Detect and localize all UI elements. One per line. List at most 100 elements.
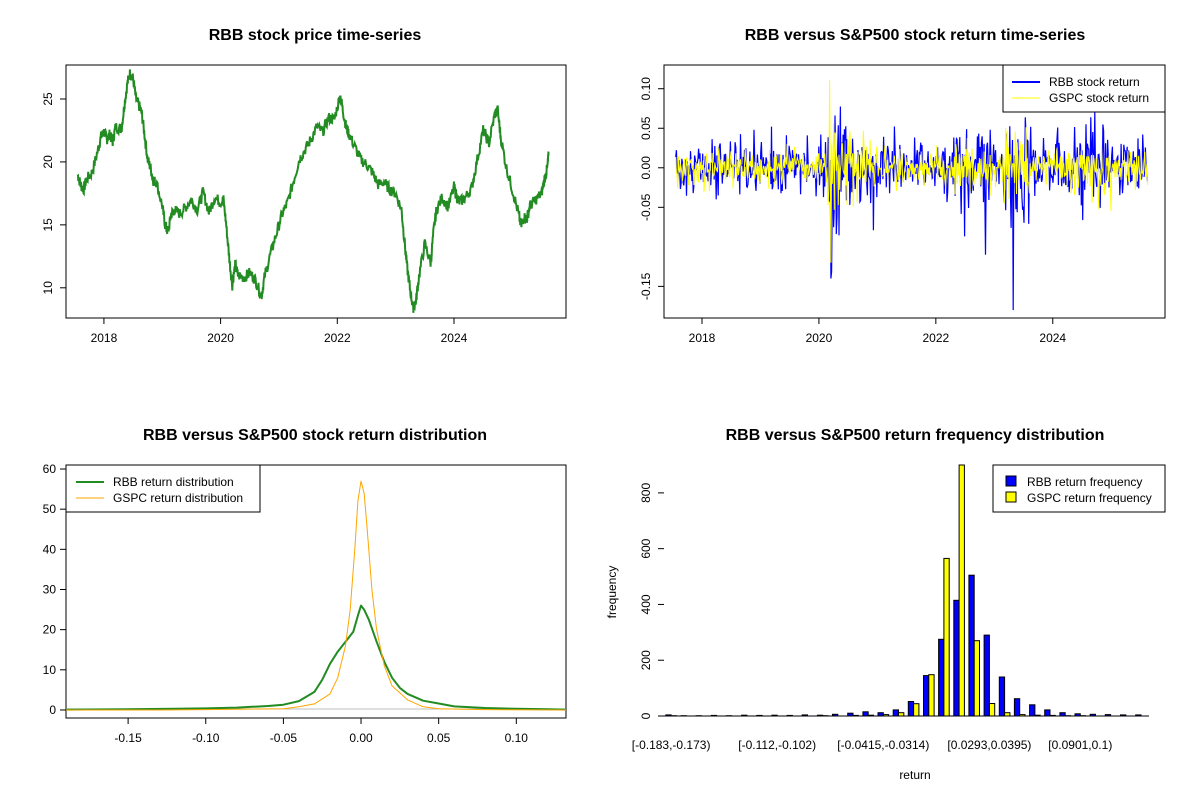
rbb-frequency-bar: [756, 714, 763, 717]
return-histogram-panel: RBB versus S&P500 return frequency distr…: [605, 427, 1166, 782]
gspc-frequency-bar: [1004, 712, 1011, 717]
rbb-frequency-bar: [862, 711, 869, 717]
rbb-frequency-bar: [907, 701, 915, 717]
y-tick-label: 800: [639, 483, 653, 503]
gspc-frequency-bar: [973, 640, 981, 717]
density-chart-title: RBB versus S&P500 stock return distribut…: [143, 427, 487, 444]
price-chart-title: RBB stock price time-series: [209, 27, 422, 44]
x-tick-label: 2024: [1039, 331, 1066, 345]
rbb-frequency-bar: [1135, 714, 1142, 717]
density-legend-box: [65, 464, 261, 513]
return-density-panel: RBB versus S&P500 stock return distribut…: [43, 427, 567, 745]
rbb-price-line: [77, 69, 550, 313]
gspc-frequency-bar: [928, 674, 935, 717]
x-bin-label: [-0.112,-0.102): [738, 738, 816, 752]
y-tick-label: 20: [43, 623, 57, 637]
return-ts-x-axis: 2018 2020 2022 2024: [689, 318, 1066, 345]
y-tick-label: 0: [639, 712, 653, 719]
price-y-axis: 10 15 20 25: [41, 92, 66, 294]
gspc-frequency-bar: [913, 703, 920, 717]
return-ts-chart-title: RBB versus S&P500 stock return time-seri…: [745, 27, 1086, 44]
return-ts-legend-box: [1002, 64, 1166, 113]
rbb-frequency-bar: [983, 634, 990, 717]
gspc-frequency-bar: [943, 557, 950, 717]
price-line-group: [77, 69, 550, 313]
x-tick-label: 2022: [922, 331, 949, 345]
y-tick-label: 30: [43, 582, 57, 596]
x-tick-label: -0.05: [270, 731, 298, 745]
rbb-frequency-bar: [953, 599, 960, 717]
y-tick-label: 200: [639, 650, 653, 670]
rbb-frequency-bar: [665, 714, 672, 717]
legend-rbb-freq-swatch: [1005, 475, 1017, 487]
legend-gspc-freq-swatch: [1005, 491, 1017, 503]
y-tick-label: 40: [43, 542, 57, 556]
gspc-frequency-bar: [882, 714, 890, 717]
rbb-return-line: [675, 106, 1149, 311]
rbb-frequency-bar: [832, 713, 839, 717]
histogram-y-axis: 0 200 400 600 800: [639, 483, 664, 719]
y-tick-label: 0.00: [639, 156, 653, 180]
histogram-legend: RBB return frequency GSPC return frequen…: [992, 464, 1166, 513]
gspc-density-line: [66, 480, 567, 711]
x-bin-label: [0.0293,0.0395): [947, 738, 1031, 752]
y-tick-label: 0.05: [639, 116, 653, 140]
rbb-frequency-bar: [786, 714, 793, 717]
x-tick-label: 2018: [689, 331, 716, 345]
x-tick-label: -0.10: [192, 731, 220, 745]
y-tick-label: 20: [41, 155, 55, 169]
y-tick-label: 0.10: [639, 77, 653, 101]
y-tick-label: 10: [41, 281, 55, 295]
legend-rbb-return-label: RBB stock return: [1049, 75, 1140, 89]
x-tick-label: 0.10: [505, 731, 529, 745]
rbb-frequency-bar: [1044, 709, 1051, 717]
rbb-frequency-bar: [741, 714, 748, 717]
rbb-frequency-bar: [998, 676, 1006, 717]
legend-rbb-density-label: RBB return distribution: [113, 475, 234, 489]
density-y-axis: 0 10 20 30 40 50 60: [43, 462, 66, 717]
price-timeseries-panel: RBB stock price time-series 2018 2020 2022…: [41, 27, 567, 345]
gspc-frequency-bar: [1034, 714, 1041, 717]
rbb-density-line: [65, 604, 567, 711]
rbb-frequency-bar: [1120, 714, 1127, 717]
x-bin-label: [-0.183,-0.173): [632, 738, 711, 752]
rbb-frequency-bar: [938, 638, 945, 717]
y-tick-label: 15: [41, 218, 55, 232]
gspc-frequency-bar: [898, 712, 905, 717]
y-tick-label: -0.05: [639, 193, 653, 221]
return-ts-legend: RBB stock return GSPC stock return: [1002, 64, 1166, 113]
return-ts-y-axis: -0.15 -0.05 0.00 0.05 0.10: [639, 77, 664, 300]
rbb-frequency-bar: [1074, 713, 1081, 717]
rbb-frequency-bar: [892, 709, 900, 717]
rbb-frequency-bar: [1013, 698, 1021, 717]
x-tick-label: 2024: [441, 331, 468, 345]
x-tick-label: 0.00: [349, 731, 373, 745]
x-tick-label: -0.15: [114, 731, 142, 745]
x-tick-label: 2022: [324, 331, 351, 345]
rbb-frequency-bar: [801, 714, 809, 717]
rbb-frequency-bar: [1104, 714, 1112, 717]
x-tick-label: 0.05: [427, 731, 451, 745]
price-plot-frame: [65, 64, 567, 319]
y-tick-label: 400: [639, 594, 653, 614]
gspc-frequency-bar: [867, 714, 875, 717]
gspc-frequency-bar: [852, 714, 859, 717]
gspc-frequency-bar: [988, 703, 996, 717]
y-tick-label: 600: [639, 538, 653, 558]
histogram-bar-group: [665, 464, 1142, 717]
x-bin-label: [-0.0415,-0.0314): [837, 738, 929, 752]
gspc-frequency-bar: [1049, 714, 1056, 717]
y-tick-label: 10: [43, 663, 57, 677]
histogram-x-axis: [-0.183,-0.173) [-0.112,-0.102) [-0.0415,-…: [632, 738, 1113, 752]
density-legend: RBB return distribution GSPC return dist…: [65, 464, 261, 513]
x-tick-label: 2020: [207, 331, 234, 345]
rbb-frequency-bar: [1059, 712, 1066, 717]
x-tick-label: 2018: [91, 331, 118, 345]
rbb-frequency-bar: [877, 712, 884, 717]
gspc-return-line: [675, 80, 1148, 263]
gspc-frequency-bar: [958, 464, 965, 717]
histogram-chart-title: RBB versus S&P500 return frequency distr…: [726, 427, 1105, 444]
rbb-frequency-bar: [771, 714, 778, 717]
legend-gspc-freq-label: GSPC return frequency: [1027, 491, 1152, 505]
